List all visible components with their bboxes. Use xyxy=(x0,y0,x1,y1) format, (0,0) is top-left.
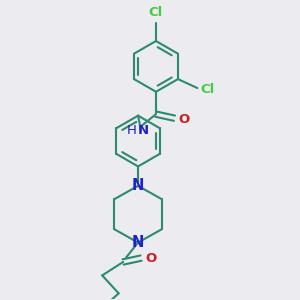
Text: O: O xyxy=(146,253,157,266)
Text: H: H xyxy=(127,124,136,137)
Text: N: N xyxy=(132,178,144,193)
Text: O: O xyxy=(178,113,190,126)
Text: Cl: Cl xyxy=(200,83,214,96)
Text: N: N xyxy=(138,124,149,137)
Text: Cl: Cl xyxy=(149,6,163,19)
Text: N: N xyxy=(132,235,144,250)
